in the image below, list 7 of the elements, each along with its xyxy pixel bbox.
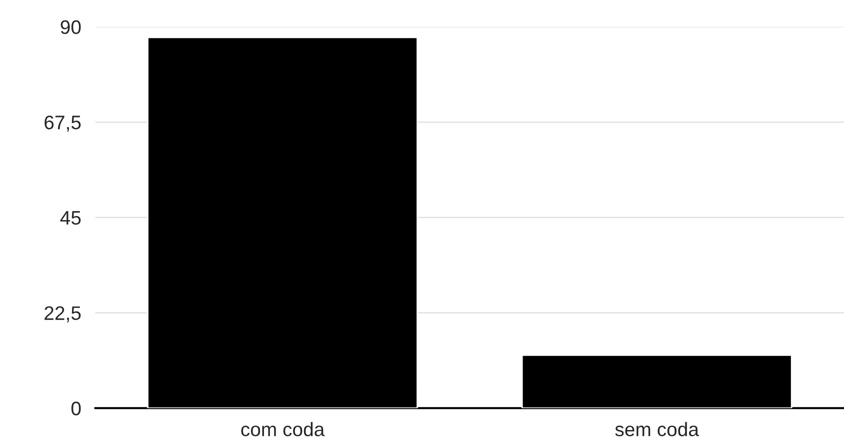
- x-tick-label: com coda: [241, 422, 325, 436]
- y-tick-label: 22,5: [44, 306, 81, 322]
- x-tick-label: sem coda: [615, 422, 699, 436]
- y-tick-label: 90: [60, 20, 81, 34]
- y-tick-label: 67,5: [44, 116, 81, 132]
- y-tick-label: 45: [60, 211, 81, 225]
- y-tick-label: 0: [71, 402, 81, 416]
